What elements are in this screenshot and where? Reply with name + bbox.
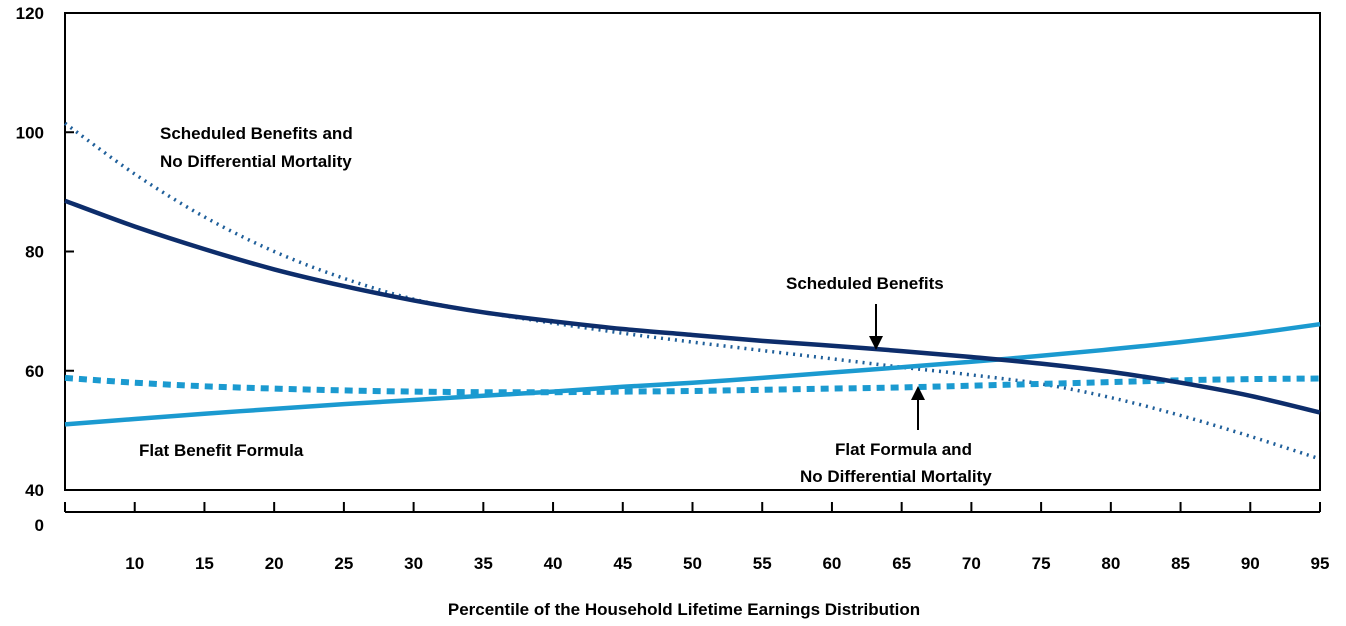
- x-tick-label: 30: [404, 554, 423, 573]
- x-tick-label: 65: [892, 554, 911, 573]
- y-tick-label: 40: [25, 481, 44, 500]
- y-tick-label: 0: [35, 516, 44, 535]
- x-axis-title: Percentile of the Household Lifetime Ear…: [448, 600, 920, 619]
- x-tick-label: 80: [1101, 554, 1120, 573]
- annotation-scheduled-no-diff-line1: Scheduled Benefits and: [160, 124, 353, 143]
- annotation-flat: Flat Benefit Formula: [139, 441, 304, 460]
- x-tick-group: 10 15 20 25 30 35 40 45 50 55 60 65 70 75 80 85 90 95: [64, 502, 1330, 573]
- x-tick-label: 85: [1171, 554, 1190, 573]
- arrow-flat-no-diff-head: [911, 386, 925, 400]
- y-tick-group: 120 100 80 60 40 0: [16, 4, 74, 535]
- annotation-scheduled-no-diff-line2: No Differential Mortality: [160, 152, 352, 171]
- annotation-flat-no-diff-line1: Flat Formula and: [835, 440, 972, 459]
- x-tick-label: 95: [1311, 554, 1330, 573]
- x-tick-label: 90: [1241, 554, 1260, 573]
- series-line-flat: [64, 321, 1321, 427]
- x-tick-label: 75: [1032, 554, 1051, 573]
- y-tick-label: 100: [16, 123, 44, 142]
- x-tick-label: 25: [334, 554, 353, 573]
- x-tick-label: 60: [822, 554, 841, 573]
- y-tick-label: 60: [25, 362, 44, 381]
- y-tick-label: 120: [16, 4, 44, 23]
- plot-frame: [64, 12, 1321, 491]
- arrow-scheduled-head: [869, 336, 883, 350]
- series-line-flat-no-diff-mortality: [64, 374, 1321, 396]
- annotation-flat-no-diff-line2: No Differential Mortality: [800, 467, 992, 486]
- x-tick-label: 70: [962, 554, 981, 573]
- series-line-scheduled: [64, 198, 1321, 415]
- x-tick-label: 55: [753, 554, 772, 573]
- x-tick-label: 35: [474, 554, 493, 573]
- series-group: [63, 121, 1321, 461]
- x-tick-label: 40: [544, 554, 563, 573]
- x-tick-label: 50: [683, 554, 702, 573]
- x-tick-label: 20: [265, 554, 284, 573]
- x-tick-label: 10: [125, 554, 144, 573]
- annotation-scheduled: Scheduled Benefits: [786, 274, 944, 293]
- x-tick-label: 45: [613, 554, 632, 573]
- y-tick-label: 80: [25, 243, 44, 262]
- x-tick-label: 15: [195, 554, 214, 573]
